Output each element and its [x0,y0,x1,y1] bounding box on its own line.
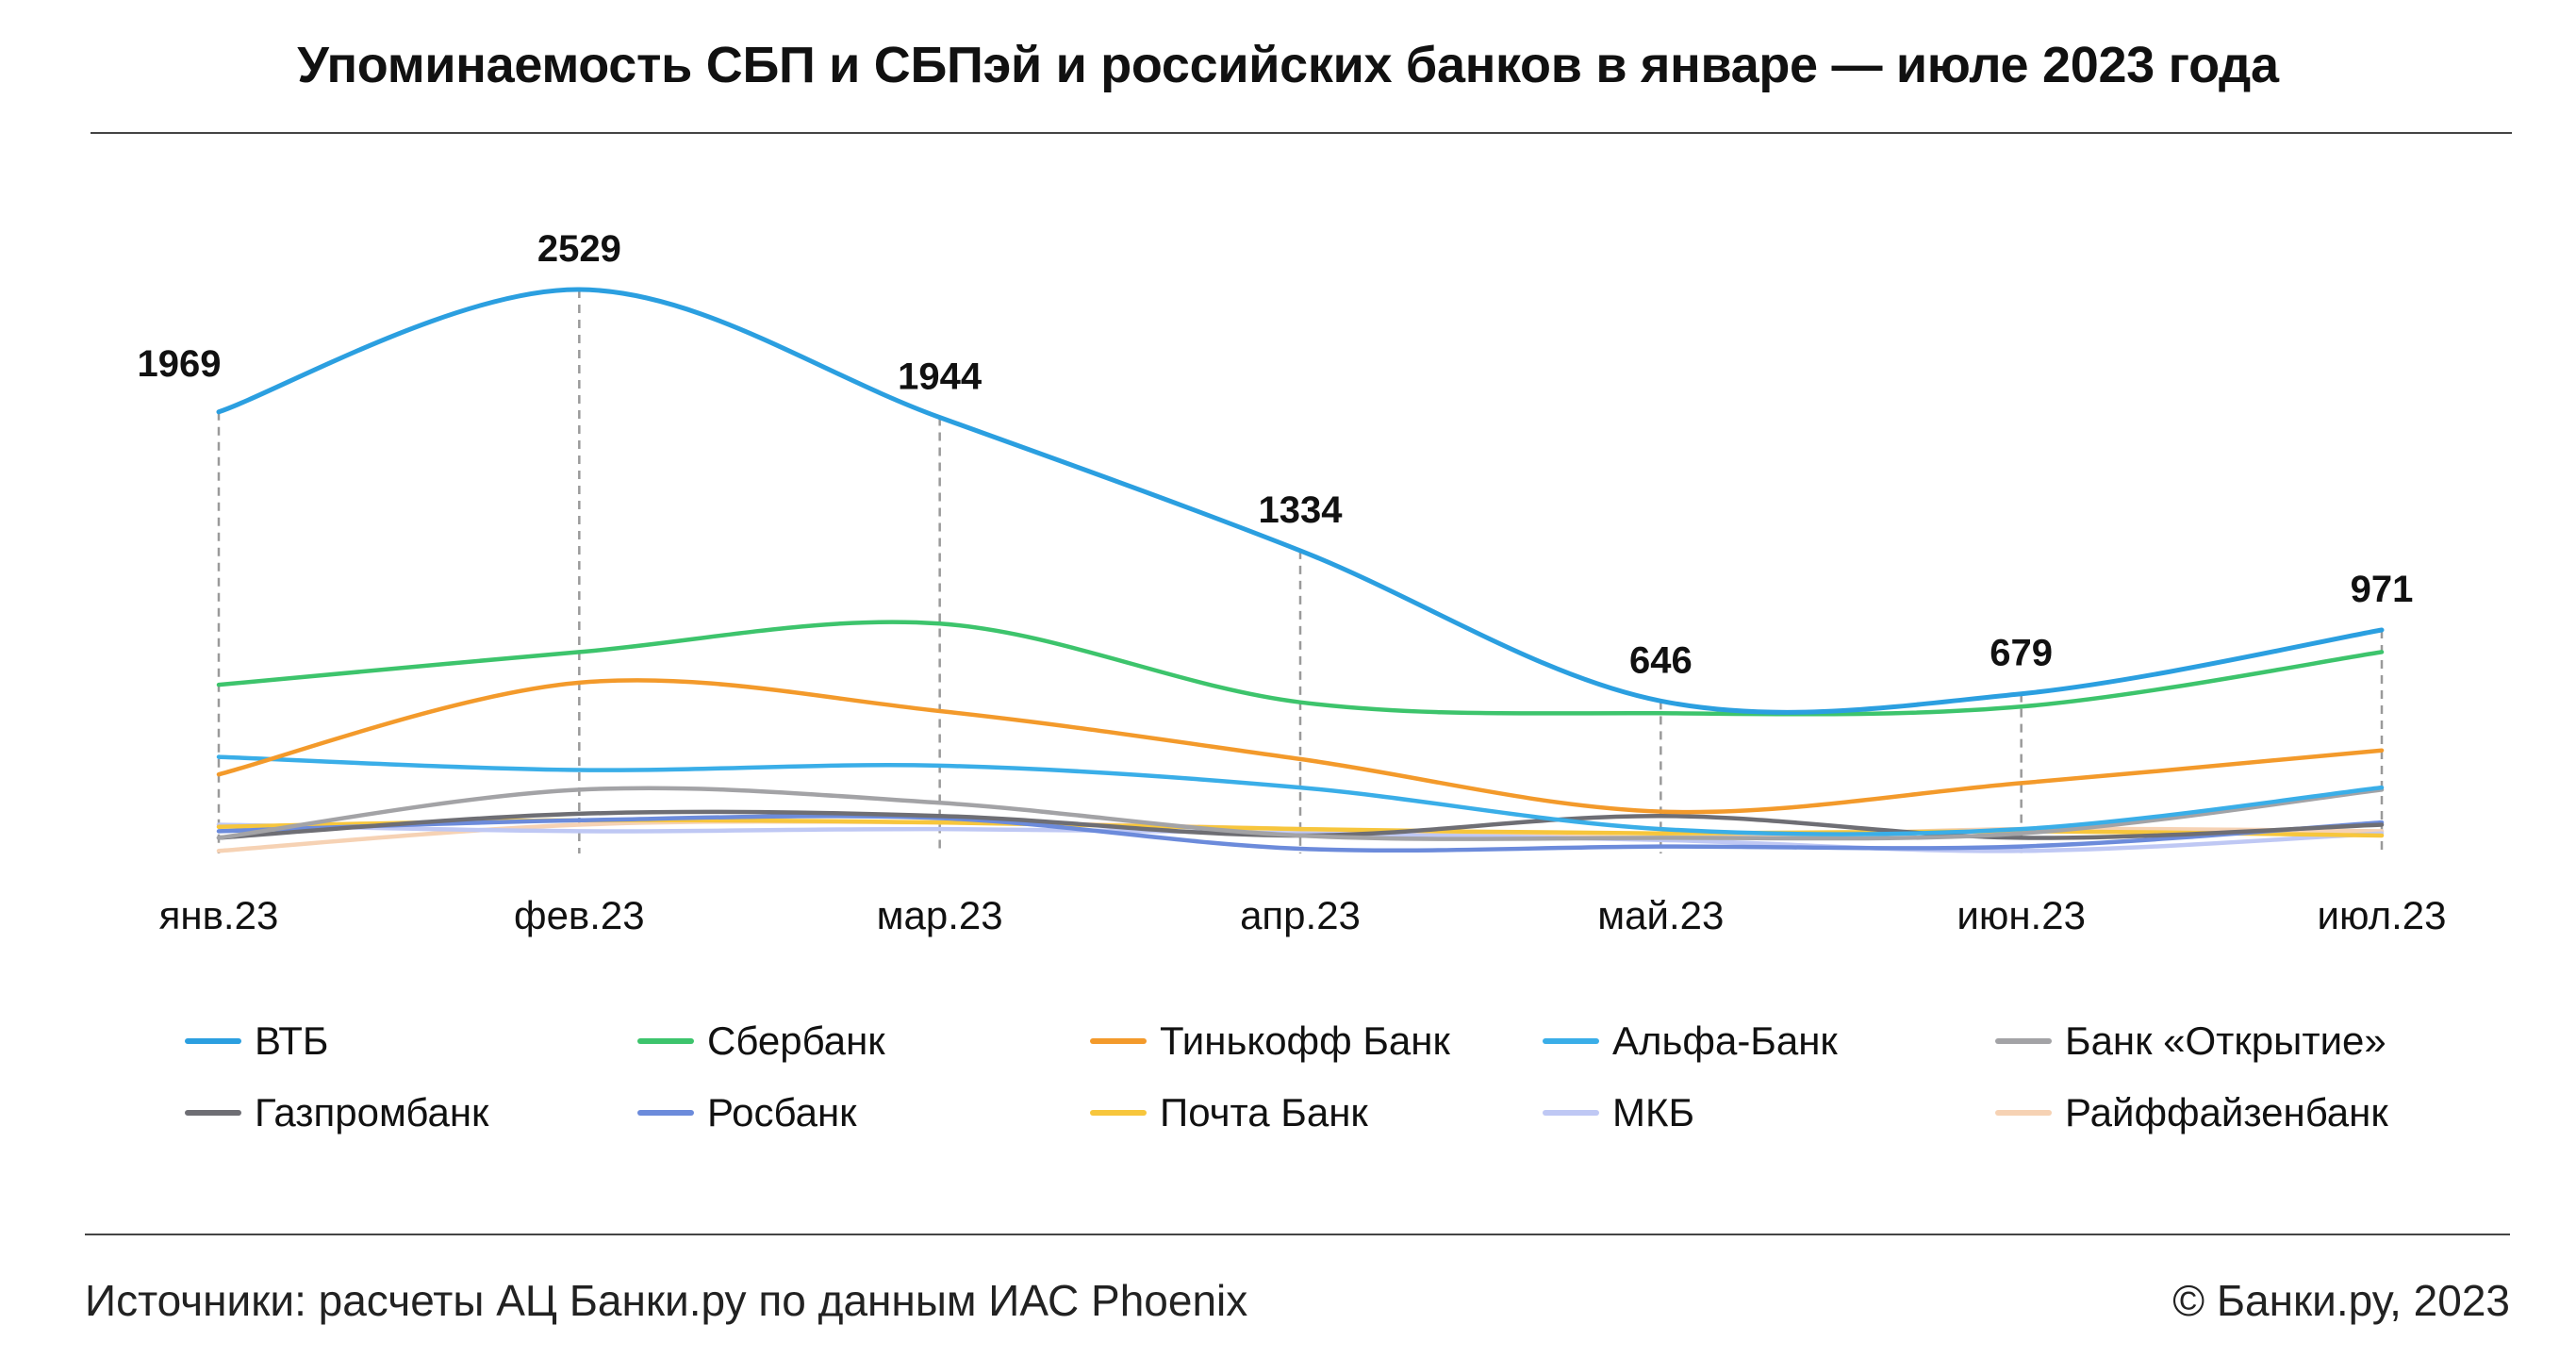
data-label: 2529 [537,228,621,270]
data-label: 1334 [1259,489,1344,531]
chart-series-lines [216,287,2385,853]
data-label: 971 [2351,569,2414,610]
data-label: 646 [1629,639,1693,681]
x-tick-label: янв.23 [159,893,279,937]
series-line-7 [216,814,2385,853]
series-line-1 [216,287,2385,715]
series-line-3 [216,678,2385,815]
data-label: 1969 [138,343,222,385]
x-tick-label: июн.23 [1957,893,2086,937]
series-line-5 [216,786,2385,841]
footer-copyright: © Банки.ру, 2023 [2172,1276,2510,1325]
footer-source: Источники: расчеты АЦ Банки.ру по данным… [85,1276,1248,1325]
chart-title: Упоминаемость СБП и СБПэй и российских б… [297,37,2279,93]
bottom-divider [85,1234,2510,1235]
series-line-4 [216,754,2385,836]
top-divider [91,132,2512,134]
x-tick-label: май.23 [1597,893,1724,937]
x-tick-label: июл.23 [2318,893,2447,937]
data-label: 679 [1990,633,2053,674]
data-label: 1944 [898,356,983,398]
data-labels: 1969 2529 1944 1334 646 679 971 [138,228,2414,681]
x-axis-ticks: янв.23 фев.23 мар.23 апр.23 май.23 июн.23 июл.… [159,893,2447,937]
x-tick-label: мар.23 [877,893,1003,937]
x-tick-label: фев.23 [514,893,645,937]
x-tick-label: апр.23 [1240,893,1361,937]
series-line-2 [216,620,2385,717]
series-line-9 [216,822,2385,853]
